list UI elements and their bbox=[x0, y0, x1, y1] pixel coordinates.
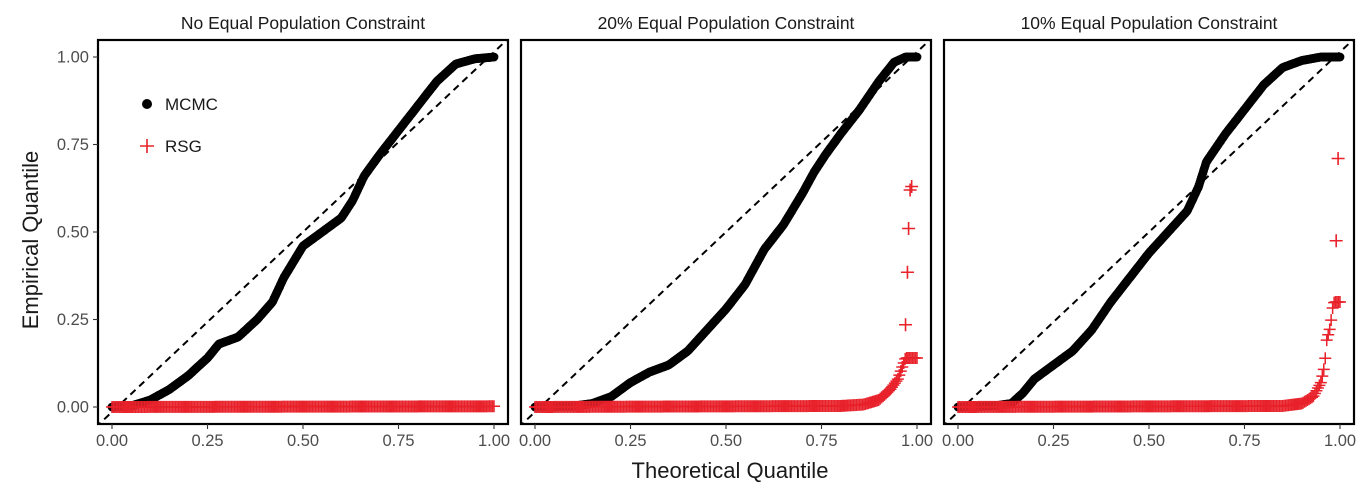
rsg-point bbox=[902, 222, 916, 235]
series-rsg bbox=[529, 180, 923, 413]
rsg-point bbox=[1320, 334, 1333, 347]
rsg-point bbox=[1310, 384, 1323, 397]
rsg-point bbox=[905, 180, 919, 193]
rsg-point bbox=[900, 265, 914, 279]
x-tick-label: 0.75 bbox=[1228, 432, 1260, 450]
x-tick-label: 0.25 bbox=[191, 432, 223, 450]
rsg-point bbox=[1319, 352, 1332, 365]
mcmc-point bbox=[912, 52, 922, 62]
rsg-point bbox=[1326, 302, 1339, 315]
series-mcmc bbox=[530, 52, 922, 412]
x-tick-label: 0.00 bbox=[96, 432, 128, 450]
reference-line bbox=[944, 40, 1354, 424]
rsg-point bbox=[890, 375, 903, 388]
x-tick-label: 0.75 bbox=[382, 432, 414, 450]
rsg-point bbox=[1329, 234, 1343, 248]
legend-label: RSG bbox=[165, 137, 202, 156]
plot-area bbox=[98, 40, 508, 424]
rsg-point bbox=[1316, 370, 1329, 383]
x-tick-label: 1.00 bbox=[478, 432, 510, 450]
x-tick-label: 0.00 bbox=[942, 432, 974, 450]
x-tick-label: 0.00 bbox=[519, 432, 551, 450]
rsg-point bbox=[1322, 328, 1335, 341]
legend-item-mcmc: MCMC bbox=[142, 95, 218, 114]
legend: MCMC RSG bbox=[140, 95, 218, 156]
series-rsg bbox=[952, 152, 1346, 413]
y-tick-label: 0.25 bbox=[57, 311, 89, 329]
legend-label: MCMC bbox=[165, 95, 218, 114]
rsg-point bbox=[1314, 376, 1327, 389]
x-tick-label: 0.50 bbox=[287, 432, 319, 450]
rsg-point bbox=[911, 352, 923, 364]
panel-2: 20% Equal Population Constraint 0.00 0.25 0… bbox=[519, 13, 933, 450]
panel-title: 20% Equal Population Constraint bbox=[598, 13, 855, 33]
panel-1: No Equal Population Constraint 0.00 0.25 0.… bbox=[57, 13, 510, 450]
rsg-point bbox=[1308, 387, 1321, 400]
x-tick-label: 0.50 bbox=[710, 432, 742, 450]
x-tick-label: 1.00 bbox=[1324, 432, 1356, 450]
rsg-point bbox=[1313, 379, 1326, 392]
mcmc-point bbox=[1335, 52, 1345, 62]
panel-title: No Equal Population Constraint bbox=[181, 13, 425, 33]
rsg-point bbox=[899, 318, 913, 332]
rsg-point bbox=[1331, 152, 1345, 165]
series-mcmc bbox=[953, 52, 1345, 412]
plot-area bbox=[521, 40, 931, 424]
series-rsg bbox=[106, 400, 500, 413]
x-tick-label: 0.75 bbox=[805, 432, 837, 450]
y-tick-label: 0.75 bbox=[57, 136, 89, 154]
rsg-point bbox=[1307, 390, 1320, 403]
rsg-point bbox=[1317, 363, 1330, 376]
rsg-point bbox=[1325, 314, 1338, 327]
y-tick-label: 0.00 bbox=[57, 399, 89, 417]
panel-title: 10% Equal Population Constraint bbox=[1021, 13, 1278, 33]
rsg-point bbox=[488, 400, 500, 413]
legend-item-rsg: RSG bbox=[140, 137, 202, 156]
y-tick-label: 0.50 bbox=[57, 224, 89, 242]
panels-group: No Equal Population Constraint 0.00 0.25 0.… bbox=[57, 13, 1356, 450]
reference-line bbox=[98, 40, 508, 424]
plot-area bbox=[944, 40, 1354, 424]
legend-marker-circle bbox=[142, 99, 152, 109]
mcmc-point bbox=[489, 52, 499, 62]
x-tick-label: 1.00 bbox=[901, 432, 933, 450]
rsg-point bbox=[1334, 296, 1346, 308]
rsg-point bbox=[903, 183, 917, 197]
x-tick-label: 0.50 bbox=[1133, 432, 1165, 450]
rsg-point bbox=[1323, 323, 1336, 336]
y-axis-title: Empirical Quantile bbox=[18, 151, 43, 330]
legend-marker-plus bbox=[140, 139, 154, 153]
x-tick-label: 0.25 bbox=[614, 432, 646, 450]
x-tick-label: 0.25 bbox=[1037, 432, 1069, 450]
y-tick-label: 1.00 bbox=[57, 49, 89, 67]
x-axis-title: Theoretical Quantile bbox=[632, 458, 829, 483]
reference-line bbox=[521, 40, 931, 424]
panel-3: 10% Equal Population Constraint 0.00 0.25 0… bbox=[942, 13, 1356, 450]
rsg-point bbox=[1311, 382, 1324, 395]
